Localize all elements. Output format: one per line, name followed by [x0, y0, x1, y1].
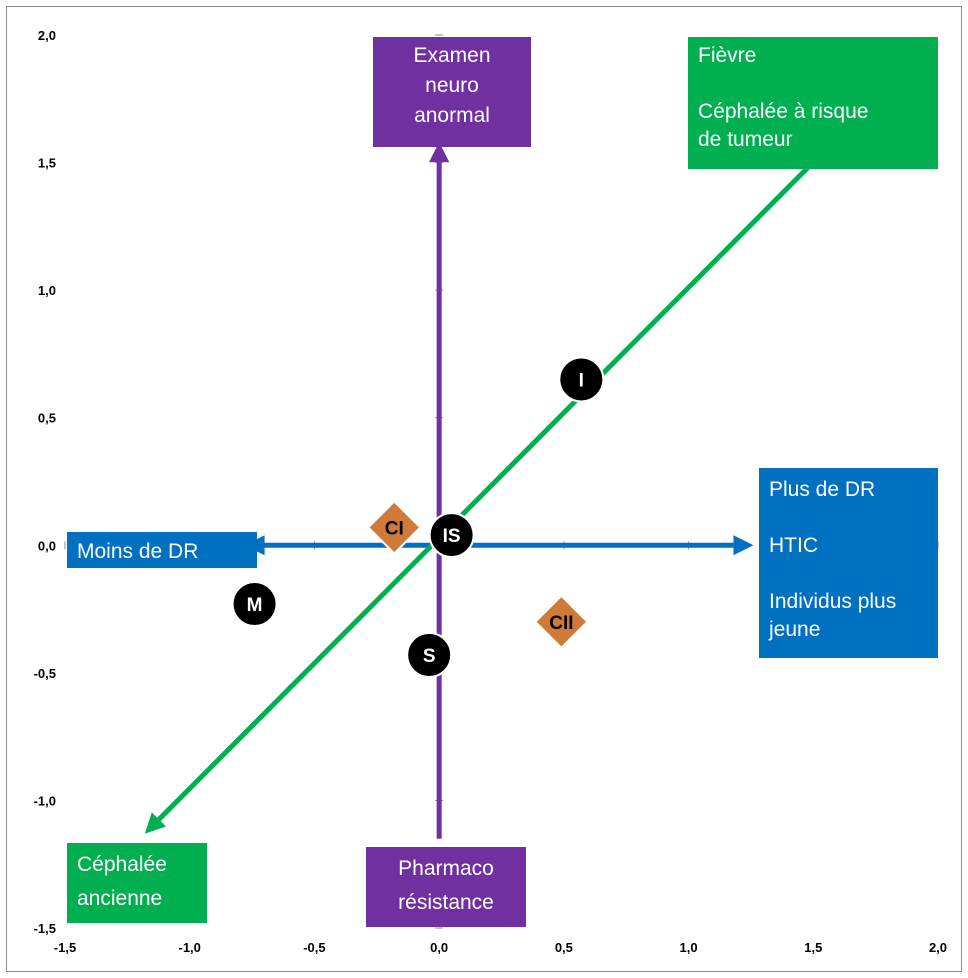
annotation-bottom-left-text: ancienne — [77, 887, 162, 910]
annotation-bottom-left: Céphalée ancienne — [67, 843, 207, 923]
point-is: IS — [428, 512, 475, 559]
y-tick-label: 1,0 — [38, 283, 56, 298]
annotation-top-text: neuro — [425, 74, 479, 97]
y-tick-label: 0,5 — [38, 411, 56, 426]
annotation-left-text: Moins de DR — [77, 540, 198, 563]
arrow-horizontal-head — [733, 535, 754, 556]
annotation-top-right-text: de tumeur — [698, 128, 793, 151]
point-label: S — [423, 646, 436, 667]
x-tick-label: 1,5 — [804, 940, 822, 955]
annotation-top-text: anormal — [414, 104, 490, 127]
point-label: IS — [443, 526, 461, 547]
annotation-bottom-left-box — [67, 843, 207, 923]
y-tick-label: 0,0 — [38, 538, 56, 553]
annotation-top-right-box — [688, 37, 938, 169]
y-tick-label: -0,5 — [34, 666, 56, 681]
annotation-top-right: Fièvre Céphalée à risque de tumeur — [688, 37, 938, 169]
annotation-right-box — [759, 468, 938, 658]
annotation-right-text: HTIC — [769, 534, 818, 557]
x-tick-label: -1,0 — [179, 940, 201, 955]
annotation-top-box — [373, 37, 531, 147]
annotation-layer: Examen neuro anormal Fièvre Céphalée à risqu… — [67, 37, 938, 927]
point-cii: CII — [533, 594, 589, 650]
chart-frame: -1,5 -1,0 -0,5 0,0 0,5 1,0 1,5 2,0 -1,5 -1,0 -0,5 0… — [6, 6, 962, 972]
y-tick-label: 1,5 — [38, 156, 56, 171]
x-tick-label: 1,0 — [680, 940, 698, 955]
annotation-left-box — [67, 532, 257, 568]
point-label: CI — [385, 518, 404, 539]
point-m: M — [231, 580, 278, 627]
annotation-top-right-text: Fièvre — [698, 44, 756, 67]
point-i: I — [558, 356, 605, 403]
annotation-top-right-text: Céphalée à risque — [698, 100, 868, 123]
x-tick-label: -0,5 — [303, 940, 325, 955]
annotation-right: Plus de DR HTIC Individus plus jeune — [759, 468, 938, 658]
annotation-bottom: Pharmaco résistance — [366, 847, 526, 927]
arrow-diagonal-head — [144, 812, 167, 834]
annotation-top: Examen neuro anormal — [373, 37, 531, 147]
point-label: M — [247, 595, 263, 616]
point-marker — [533, 594, 589, 650]
arrow-layer — [144, 140, 836, 839]
point-label: CII — [549, 613, 573, 634]
annotation-bottom-box — [366, 847, 526, 927]
annotation-bottom-text: Pharmaco — [398, 857, 494, 880]
point-ci: CI — [366, 500, 422, 555]
point-marker — [366, 500, 422, 555]
point-marker — [406, 631, 453, 678]
x-tick-label: 0,0 — [430, 940, 448, 955]
annotation-bottom-left-text: Céphalée — [77, 853, 167, 876]
x-tick-label: 2,0 — [929, 940, 947, 955]
annotation-right-text: Plus de DR — [769, 478, 875, 501]
chart-svg: -1,5 -1,0 -0,5 0,0 0,5 1,0 1,5 2,0 -1,5 -1,0 -0,5 0… — [34, 28, 947, 955]
point-marker — [558, 356, 605, 403]
arrow-diagonal-line — [157, 140, 836, 822]
point-marker — [428, 512, 475, 559]
annotation-bottom-text: résistance — [398, 891, 494, 914]
point-label: I — [579, 370, 584, 391]
x-tick-label: 0,5 — [555, 940, 573, 955]
point-marker — [231, 580, 278, 627]
point-layer: I IS M S CI CII — [231, 356, 605, 678]
arrow-vertical-head-top — [429, 142, 450, 163]
annotation-right-text: Individus plus — [769, 590, 896, 613]
annotation-right-text: jeune — [768, 618, 820, 641]
x-tick-label: -1,5 — [54, 940, 76, 955]
annotation-top-text: Examen — [413, 44, 490, 67]
y-tick-label: -1,5 — [34, 921, 56, 936]
tick-layer: -1,5 -1,0 -0,5 0,0 0,5 1,0 1,5 2,0 -1,5 -1,0 -0,5 0… — [34, 28, 947, 955]
point-s: S — [406, 631, 453, 678]
annotation-left: Moins de DR — [67, 532, 257, 568]
y-tick-label: 2,0 — [38, 28, 56, 43]
y-tick-label: -1,0 — [34, 793, 56, 808]
